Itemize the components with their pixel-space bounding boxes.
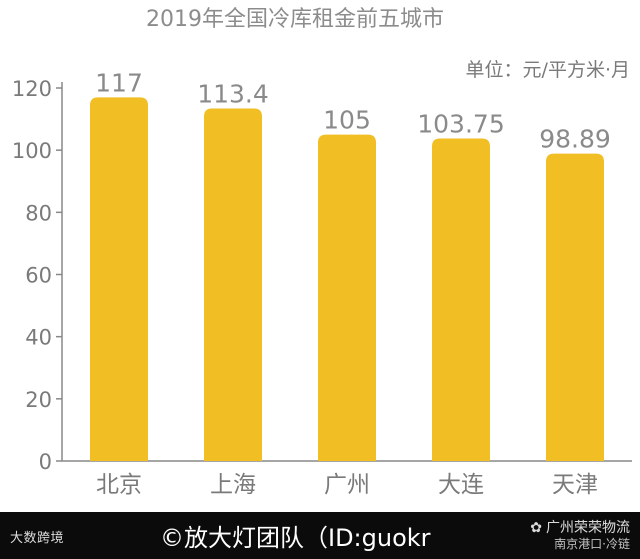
bar-value-label: 105 [323, 106, 371, 135]
category-label: 广州 [324, 472, 370, 498]
y-tick-label: 40 [25, 326, 52, 350]
bar-value-label: 117 [95, 68, 143, 97]
y-tick-label: 120 [12, 77, 52, 101]
footer-watermark: ✿ 广州荣荣物流 南京港口·冷链 [530, 520, 630, 552]
watermark-line1: 广州荣荣物流 [546, 520, 630, 536]
footer-banner: 大数跨境 ©放大灯团队（ID:guokr ✿ 广州荣荣物流 南京港口·冷链 [0, 512, 640, 559]
bar-value-label: 98.89 [539, 125, 611, 154]
unit-label: 单位：元/平方米·月 [466, 59, 630, 81]
bar-value-label: 103.75 [417, 110, 504, 139]
y-tick-label: 0 [39, 450, 52, 474]
bar [204, 108, 262, 461]
bar [432, 138, 490, 461]
bar-chart: 2019年全国冷库租金前五城市 单位：元/平方米·月 0 20 40 60 80 100 1… [12, 7, 632, 498]
bar [90, 97, 148, 461]
category-label: 大连 [438, 472, 484, 498]
category-labels: 北京 上海 广州 大连 天津 [96, 472, 598, 498]
watermark-line2: 南京港口·冷链 [554, 537, 630, 551]
bar-value-label: 113.4 [197, 80, 269, 109]
bar [318, 134, 376, 461]
y-axis-ticks: 0 20 40 60 80 100 120 [12, 77, 62, 474]
y-tick-label: 20 [25, 388, 52, 412]
y-tick-label: 80 [25, 201, 52, 225]
y-tick-label: 60 [25, 264, 52, 288]
chart-title: 2019年全国冷库租金前五城市 [146, 7, 444, 32]
wechat-icon: ✿ [530, 520, 542, 536]
y-tick-label: 100 [12, 139, 52, 163]
footer-logo-text: 大数跨境 [10, 531, 65, 546]
footer-logo: 大数跨境 [10, 527, 64, 546]
bars [90, 97, 604, 461]
footer-credit: ©放大灯团队（ID:guokr [160, 524, 431, 552]
category-label: 北京 [96, 472, 142, 498]
category-label: 天津 [552, 472, 598, 498]
value-labels: 117 113.4 105 103.75 98.89 [95, 68, 611, 153]
bar [546, 153, 604, 461]
category-label: 上海 [210, 472, 256, 498]
